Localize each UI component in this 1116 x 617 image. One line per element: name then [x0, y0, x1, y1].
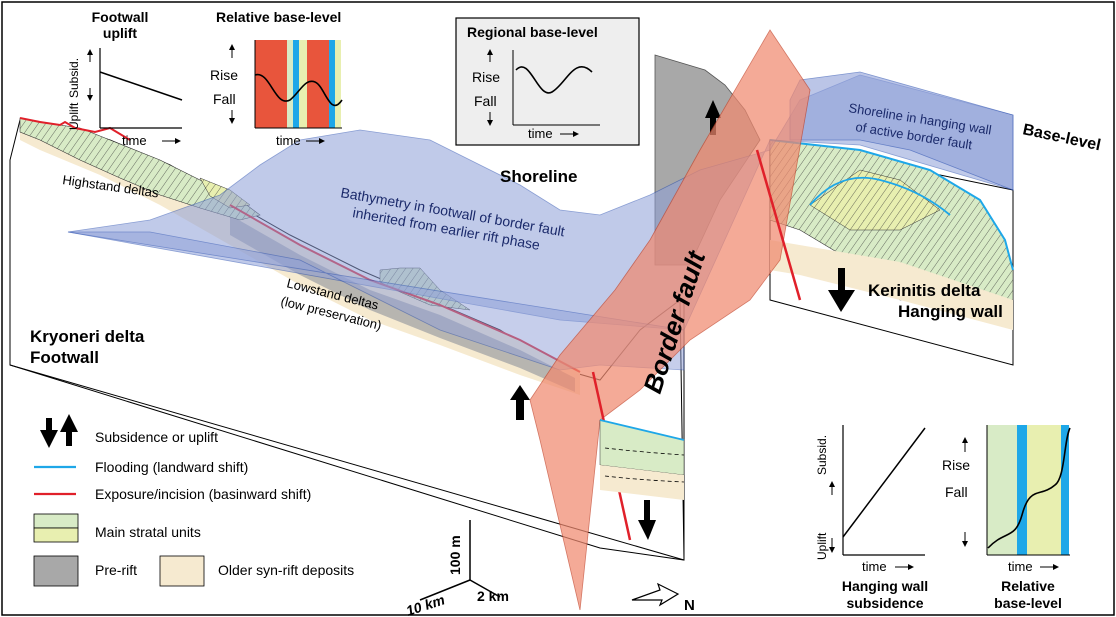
hw-flooding-line — [769, 139, 1014, 271]
legend-subsidence-label: Subsidence or uplift — [95, 429, 218, 445]
legend-stratal-label: Main stratal units — [95, 524, 201, 540]
legend-uplift-arrow-icon — [60, 414, 78, 446]
legend-flooding-label: Flooding (landward shift) — [95, 459, 248, 475]
hw-x-label: time — [862, 559, 887, 574]
hw-caption-1: Hanging wall — [842, 578, 928, 594]
kryoneri-label-1: Kryoneri delta — [30, 327, 145, 346]
fw-y-subsid: Subsid. — [67, 58, 81, 98]
scale-bar: 100 m 10 km 2 km N — [404, 520, 695, 617]
fault-trace-upper — [755, 149, 802, 301]
hw-strata-yellow — [809, 169, 941, 231]
north-arrow-icon — [631, 582, 680, 607]
legend-subsidence-arrow-icon — [40, 418, 58, 448]
scale-horizontal-2: 2 km — [477, 588, 509, 604]
inset-footwall-uplift: Footwall uplift Subsid. Uplift time — [67, 9, 183, 148]
inset-regional-base-level: Regional base-level Rise Fall time — [455, 17, 640, 146]
hw-older-syn-rift — [770, 240, 1013, 330]
rbl-bottom-x-label: time — [1008, 559, 1033, 574]
rbl-bottom-caption-1: Relative — [1001, 578, 1055, 594]
fw-uplift-title-2: uplift — [103, 25, 138, 41]
kerinitis-label-1: Kerinitis delta — [868, 281, 981, 300]
legend-older-syn-rift-icon — [159, 555, 205, 587]
kerinitis-label-2: Hanging wall — [898, 302, 1003, 321]
regional-title: Regional base-level — [467, 24, 598, 40]
shoreline-label: Shoreline — [500, 167, 577, 186]
legend-exposure-label: Exposure/incision (basinward shift) — [95, 486, 311, 502]
subsidence-arrow-hw — [828, 268, 855, 312]
subsidence-arrow-front — [638, 500, 656, 540]
fw-x-label: time — [122, 133, 147, 148]
legend-stratal-green-icon — [33, 513, 79, 529]
hw-y-subsid: Subsid. — [815, 435, 829, 475]
fw-y-uplift: Uplift — [67, 102, 81, 130]
regional-fall: Fall — [474, 93, 497, 109]
fw-uplift-title-1: Footwall — [92, 9, 149, 25]
uplift-arrow-horst — [705, 100, 721, 135]
inset-relative-base-level-bottom: Rise Fall time Relative base-level — [942, 425, 1071, 611]
rbl-top-title: Relative base-level — [216, 9, 341, 25]
kryoneri-label-2: Footwall — [30, 348, 99, 367]
regional-rise: Rise — [472, 69, 500, 85]
inset-relative-base-level-top: Relative base-level Rise Fall time — [210, 9, 343, 148]
north-label: N — [684, 597, 695, 614]
rbl-bottom-caption-2: base-level — [994, 595, 1062, 611]
uplift-arrow-footwall — [510, 385, 530, 420]
scale-vertical: 100 m — [447, 535, 463, 575]
footwall-exposure-line — [19, 117, 131, 141]
base-level-plane-right — [789, 71, 1014, 191]
rbl-bottom-rise: Rise — [942, 457, 970, 473]
hw-caption-2: subsidence — [846, 595, 923, 611]
legend-older-syn-rift-label: Older syn-rift deposits — [218, 562, 354, 578]
rbl-top-rise: Rise — [210, 67, 238, 83]
hw-y-uplift: Uplift — [815, 532, 829, 560]
regional-x-label: time — [528, 126, 553, 141]
rbl-bottom-fall: Fall — [945, 484, 968, 500]
rbl-top-x-label: time — [276, 133, 301, 148]
legend-pre-rift-label: Pre-rift — [95, 562, 137, 578]
inset-hw-subsidence: Subsid. Uplift time Hanging wall subside… — [815, 425, 928, 611]
legend-pre-rift-icon — [33, 555, 79, 587]
rbl-top-fall: Fall — [213, 91, 236, 107]
border-fault-plane — [529, 29, 811, 611]
legend: Subsidence or uplift Flooding (landward … — [33, 414, 354, 587]
